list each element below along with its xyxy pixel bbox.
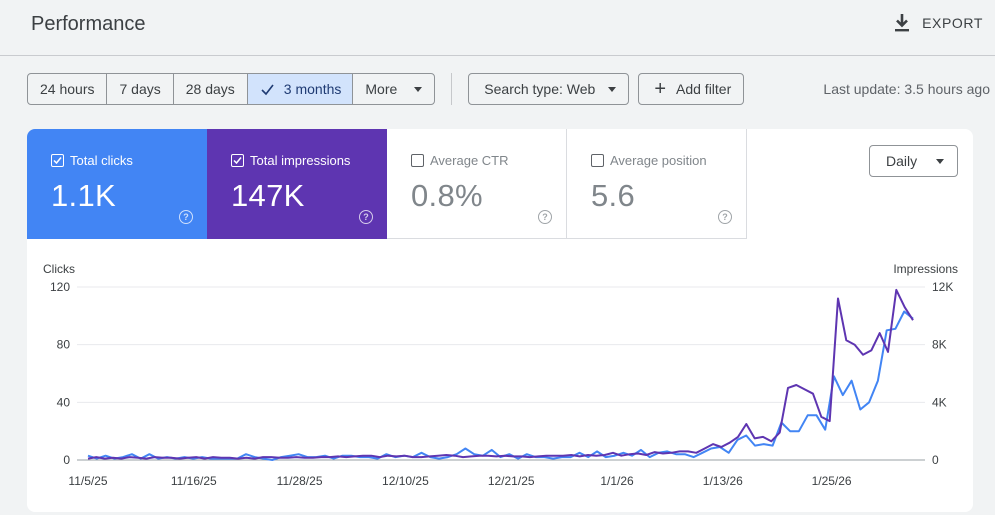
date-range-selector: 24 hours 7 days 28 days 3 months More [27, 73, 436, 105]
header: Performance EXPORT [0, 0, 995, 56]
export-button[interactable]: EXPORT [893, 13, 983, 33]
help-icon[interactable]: ? [179, 210, 193, 224]
range-28-days[interactable]: 28 days [174, 74, 248, 104]
caret-down-icon [414, 86, 423, 92]
checkbox-unchecked-icon[interactable] [591, 154, 604, 167]
metric-total-clicks[interactable]: Total clicks 1.1K ? [27, 129, 207, 239]
range-more-dropdown[interactable]: More [353, 74, 434, 104]
metric-label: Total clicks [70, 153, 133, 168]
performance-card: Total clicks 1.1K ? Total impressions 14… [27, 129, 973, 512]
check-icon [261, 84, 274, 95]
checkbox-checked-icon[interactable] [51, 154, 64, 167]
metric-label: Average position [610, 153, 707, 168]
metric-average-position[interactable]: Average position 5.6 ? [567, 129, 747, 239]
help-icon[interactable]: ? [538, 210, 552, 224]
help-icon[interactable]: ? [718, 210, 732, 224]
metric-value: 1.1K [51, 178, 116, 213]
last-update-text: Last update: 3.5 hours ago [823, 81, 990, 97]
plus-icon: + [654, 78, 666, 100]
help-icon[interactable]: ? [359, 210, 373, 224]
checkbox-unchecked-icon[interactable] [411, 154, 424, 167]
page-title: Performance [31, 13, 146, 35]
granularity-dropdown[interactable]: Daily [869, 145, 958, 177]
range-24-hours[interactable]: 24 hours [28, 74, 108, 104]
metric-average-ctr[interactable]: Average CTR 0.8% ? [387, 129, 567, 239]
metric-total-impressions[interactable]: Total impressions 147K ? [207, 129, 387, 239]
divider [451, 73, 453, 105]
metric-value: 0.8% [411, 178, 483, 213]
metric-label: Average CTR [430, 153, 509, 168]
range-3-months[interactable]: 3 months [247, 74, 354, 104]
toolbar: 24 hours 7 days 28 days 3 months More Se… [27, 73, 745, 105]
export-label: EXPORT [922, 15, 983, 31]
range-7-days[interactable]: 7 days [107, 74, 174, 104]
caret-down-icon [608, 86, 617, 92]
checkbox-checked-icon[interactable] [231, 154, 244, 167]
metric-tiles: Total clicks 1.1K ? Total impressions 14… [27, 129, 747, 239]
metric-value: 5.6 [591, 178, 635, 213]
metric-label: Total impressions [250, 153, 351, 168]
add-filter-button[interactable]: + Add filter [638, 73, 745, 105]
download-icon [895, 14, 910, 32]
caret-down-icon [936, 158, 945, 164]
search-type-dropdown[interactable]: Search type: Web [468, 73, 630, 105]
metric-value: 147K [231, 178, 305, 213]
